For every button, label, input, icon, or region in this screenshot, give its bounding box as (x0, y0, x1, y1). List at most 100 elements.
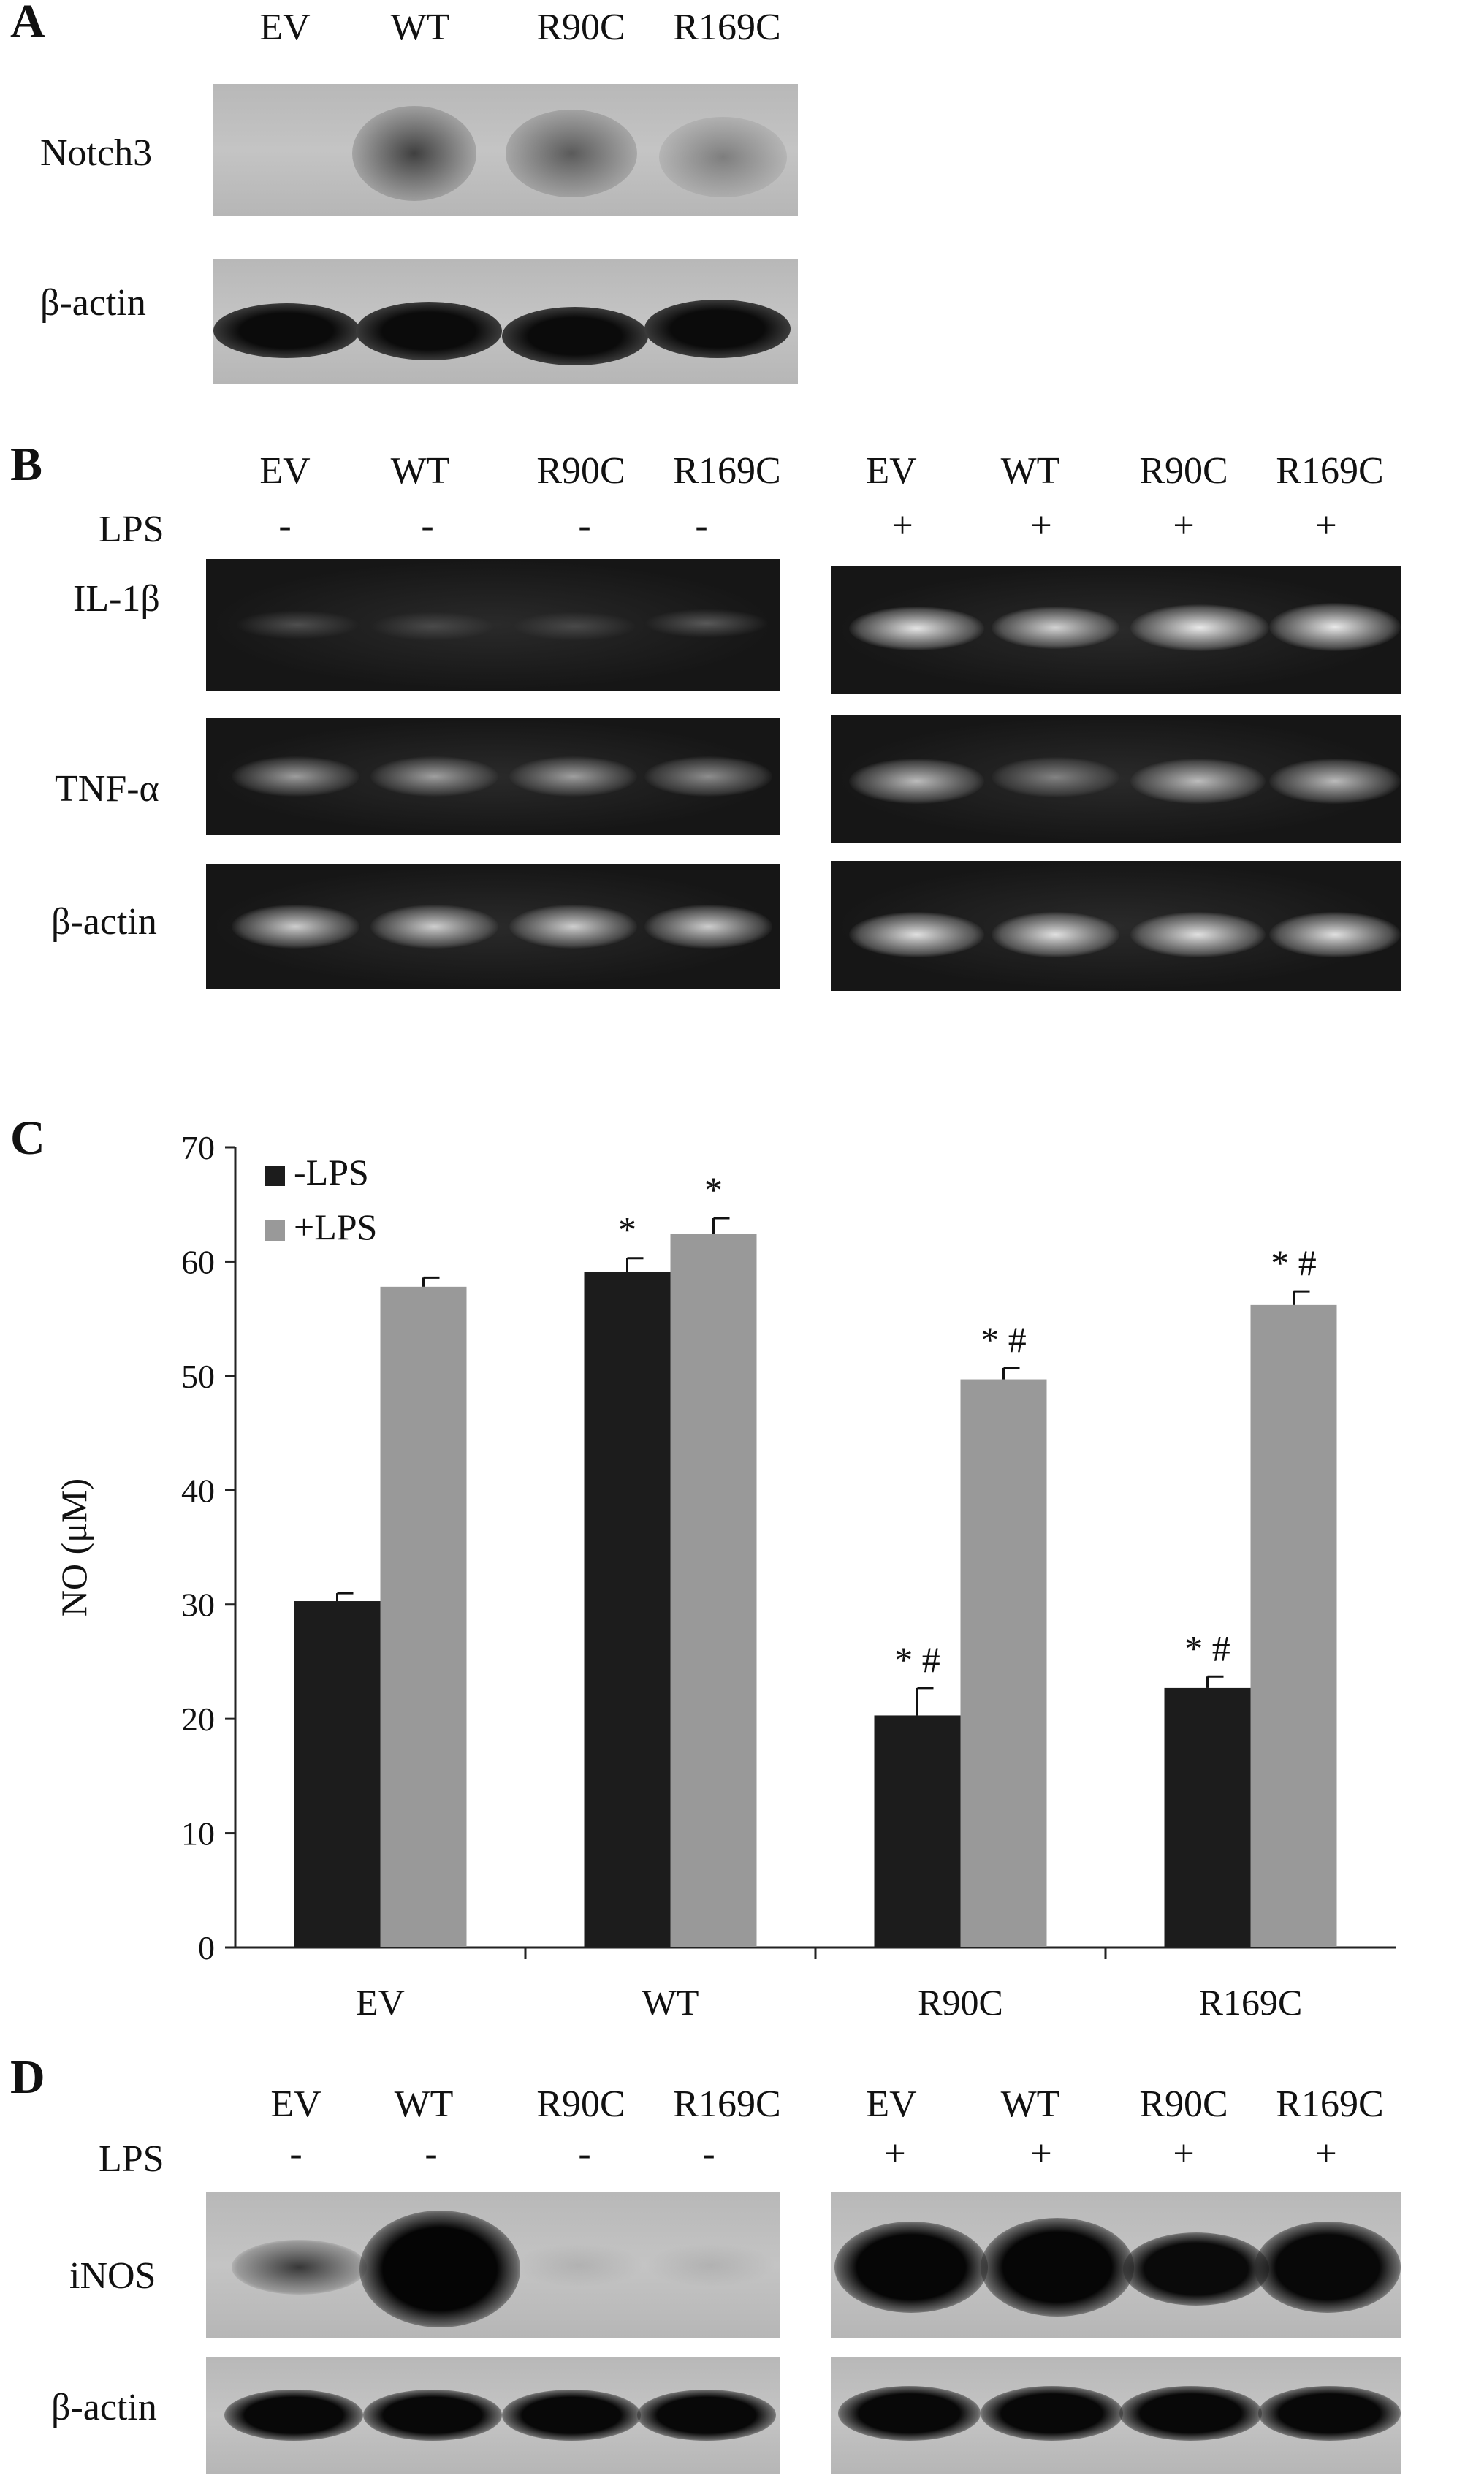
no-bar-chart: 0 10 20 30 40 50 60 70 NO (μM) EV WT * * R90C * # * # R1… (0, 1125, 1484, 2046)
bar-lps-r90c (874, 1715, 961, 1947)
panel-b-lane-wt-right: WT (1000, 450, 1060, 492)
y-tick-label: 70 (181, 1129, 215, 1166)
significance-marker: * (704, 1169, 723, 1210)
y-tick-label: 40 (181, 1472, 215, 1509)
panel-b-lps-sign: + (1315, 505, 1337, 547)
blot-band (1258, 2386, 1401, 2441)
panel-d-lane-wt-right: WT (1000, 2083, 1060, 2125)
legend-label: -LPS (294, 1152, 369, 1193)
panel-d-bactin-blot-minus-lps (206, 2357, 780, 2474)
notch3-band-r169c (659, 117, 787, 197)
y-tick-label: 30 (181, 1586, 215, 1624)
panel-b-lps-sign: + (891, 505, 913, 547)
x-tick-label: EV (356, 1982, 405, 2023)
gel-band (992, 757, 1119, 797)
gel-band (1130, 759, 1266, 804)
gel-tnfa-minus-lps (206, 718, 780, 835)
gel-bactin-plus-lps (831, 861, 1401, 991)
y-tick-label: 60 (181, 1243, 215, 1280)
notch3-band-r90c (506, 110, 637, 197)
panel-d-lps-sign: - (578, 2133, 591, 2175)
panel-b-lps-sign: - (695, 505, 708, 547)
significance-marker: * # (981, 1319, 1027, 1360)
panel-b-lane-r90c-right: R90C (1139, 450, 1228, 492)
panel-d-lane-r169c-right: R169C (1276, 2083, 1384, 2125)
gel-band (370, 905, 498, 949)
panel-c-letter: C (10, 1111, 45, 1165)
panel-b-lps-sign: + (1173, 505, 1195, 547)
bactin-band-r169c (644, 300, 791, 358)
gel-band (1269, 603, 1401, 651)
blot-band (502, 2390, 641, 2441)
y-tick-label: 50 (181, 1358, 215, 1395)
panel-b-row-bactin: β-actin (51, 901, 157, 943)
bar-lps-r169c (1164, 1687, 1251, 1947)
bactin-band-ev (213, 303, 359, 358)
gel-band (1130, 604, 1269, 651)
panel-d-lps-sign: - (425, 2133, 438, 2175)
panel-d-inos-blot-minus-lps (206, 2192, 780, 2338)
panel-a-row-notch3: Notch3 (40, 132, 153, 174)
panel-b-lane-r169c-right: R169C (1276, 450, 1384, 492)
panel-d-bactin-blot-plus-lps (831, 2357, 1401, 2474)
panel-b-row-il1b: IL-1β (73, 578, 160, 620)
x-tick-label: R169C (1199, 1982, 1303, 2023)
notch3-band-wt (352, 106, 476, 201)
gel-band (644, 905, 772, 949)
gel-band (644, 756, 772, 797)
gel-band (849, 759, 984, 804)
blot-band (644, 2243, 776, 2287)
panel-d-row-bactin: β-actin (51, 2387, 157, 2428)
blot-band (1123, 2232, 1269, 2306)
panel-a-lane-r169c: R169C (673, 7, 781, 48)
significance-marker: * # (894, 1639, 940, 1680)
bar-lps-wt (584, 1272, 671, 1947)
panel-d-lane-r90c-left: R90C (536, 2083, 625, 2125)
gel-il1b-plus-lps (831, 566, 1401, 694)
blot-band (232, 2240, 367, 2295)
panel-b-lane-ev-right: EV (866, 450, 917, 492)
panel-a-lane-wt: WT (390, 7, 450, 48)
panel-b-lps-sign: - (421, 505, 434, 547)
legend-swatch (265, 1220, 285, 1241)
gel-band (1130, 912, 1266, 957)
gel-band (849, 607, 984, 650)
panel-d-inos-blot-plus-lps (831, 2192, 1401, 2338)
panel-d-lps-sign: + (1315, 2133, 1337, 2175)
legend-label: +LPS (294, 1206, 377, 1247)
gel-band (235, 610, 359, 639)
gel-band (1269, 759, 1401, 804)
bar-lps-r90c (960, 1379, 1047, 1947)
blot-band (834, 2222, 988, 2313)
y-tick-label: 20 (181, 1700, 215, 1738)
panel-d-lane-r90c-right: R90C (1139, 2083, 1228, 2125)
gel-il1b-minus-lps (206, 559, 780, 691)
gel-band (992, 912, 1119, 957)
panel-d-lane-ev-left: EV (270, 2083, 321, 2125)
gel-band (644, 609, 769, 638)
panel-a-letter: A (10, 0, 45, 48)
x-tick-label: R90C (918, 1982, 1003, 2023)
gel-band (513, 612, 637, 641)
panel-a-notch3-blot (213, 84, 798, 216)
panel-b-lane-r169c-left: R169C (673, 450, 781, 492)
panel-b-lps-label: LPS (99, 509, 164, 550)
y-tick-label: 0 (198, 1929, 215, 1966)
blot-band (513, 2243, 644, 2287)
panel-d-lps-sign: - (289, 2133, 302, 2175)
bar-lps-ev (294, 1601, 381, 1947)
gel-band (232, 905, 359, 949)
panel-b-lane-wt-left: WT (390, 450, 450, 492)
y-axis-label: NO (μM) (53, 1478, 94, 1616)
gel-band (232, 756, 359, 797)
panel-d-lane-wt-left: WT (394, 2083, 454, 2125)
blot-band (981, 2218, 1134, 2317)
blot-band (1119, 2386, 1262, 2441)
bactin-band-wt (356, 302, 502, 360)
gel-bactin-minus-lps (206, 864, 780, 989)
gel-band (849, 912, 984, 957)
blot-band (838, 2386, 981, 2441)
panel-b-lane-ev-left: EV (259, 450, 311, 492)
bar-lps-ev (380, 1286, 467, 1947)
x-tick-label: WT (642, 1982, 699, 2023)
